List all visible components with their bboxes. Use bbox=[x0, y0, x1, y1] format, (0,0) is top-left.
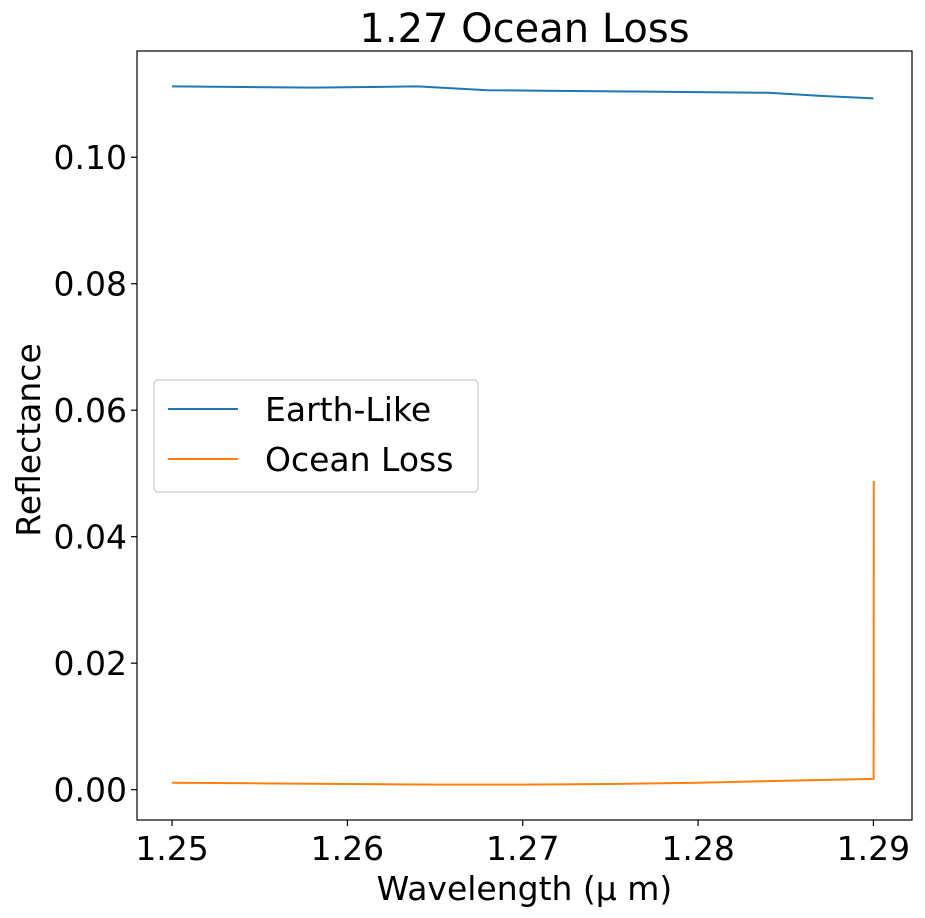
y-axis-ticks: 0.00 0.02 0.04 0.06 0.08 0.10 bbox=[54, 138, 137, 810]
legend: Earth-Like Ocean Loss bbox=[153, 379, 479, 493]
y-tick-label: 0.04 bbox=[54, 518, 127, 557]
chart-title: 1.27 Ocean Loss bbox=[359, 6, 689, 52]
y-tick-label: 0.08 bbox=[54, 265, 127, 304]
x-tick-label: 1.26 bbox=[311, 829, 384, 868]
plot-series bbox=[172, 85, 875, 786]
x-axis-ticks: 1.25 1.26 1.27 1.28 1.29 bbox=[135, 820, 910, 868]
legend-label-earth-like: Earth-Like bbox=[265, 390, 431, 429]
series-line-ocean-loss bbox=[172, 481, 875, 786]
x-tick-label: 1.27 bbox=[486, 829, 559, 868]
series-line-earth-like bbox=[172, 85, 874, 100]
y-axis-label: Reflectance bbox=[9, 343, 48, 537]
plot-area-frame bbox=[136, 50, 913, 821]
x-axis-label: Wavelength (μ m) bbox=[377, 869, 673, 908]
x-tick-label: 1.29 bbox=[837, 829, 910, 868]
x-tick-label: 1.28 bbox=[661, 829, 734, 868]
x-tick-label: 1.25 bbox=[135, 829, 208, 868]
y-tick-label: 0.00 bbox=[54, 771, 127, 810]
legend-label-ocean-loss: Ocean Loss bbox=[265, 440, 453, 479]
y-tick-label: 0.06 bbox=[54, 391, 127, 430]
y-tick-label: 0.10 bbox=[54, 138, 127, 177]
y-tick-label: 0.02 bbox=[54, 644, 127, 683]
